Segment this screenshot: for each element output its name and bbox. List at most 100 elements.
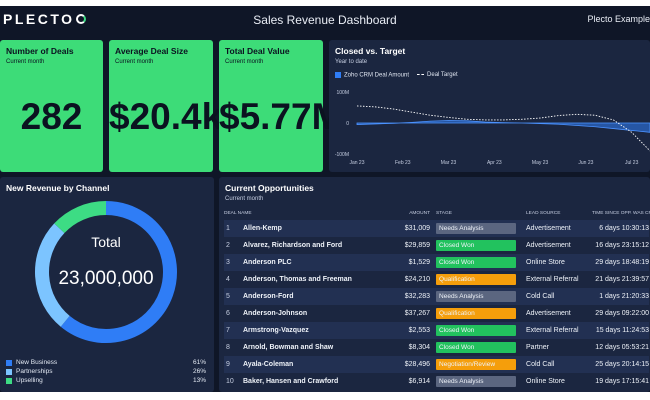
top-bar: PLECTO Sales Revenue Dashboard Plecto Ex… xyxy=(0,6,650,34)
deal-amount: $28,496 xyxy=(363,356,437,373)
kpi-subtitle: Current month xyxy=(6,59,45,65)
kpi-title: Total Deal Value xyxy=(225,46,290,56)
lead-source: Advertisement xyxy=(526,242,571,249)
lead-source: Advertisement xyxy=(526,310,571,317)
row-number: 2 xyxy=(226,242,230,249)
stage-badge: Qualification xyxy=(436,274,517,285)
legend-swatch xyxy=(335,72,341,78)
account-name[interactable]: Plecto Example xyxy=(587,14,650,24)
x-tick-label: Apr 23 xyxy=(487,160,502,166)
deal-amount: $29,859 xyxy=(404,242,431,249)
time-since-created: 19 days 17:15:41 xyxy=(595,378,650,385)
deal-name: Ayala-Coleman xyxy=(243,356,364,373)
time-since-created: 6 days 10:30:13 xyxy=(592,220,650,237)
opportunities-table-body: 1 Allen-Kemp $31,009 Needs Analysis Advertis… xyxy=(224,220,650,390)
stage-badge: Needs Analysis xyxy=(436,291,517,302)
deal-amount: $8,304 xyxy=(408,344,431,351)
row-number: 6 xyxy=(226,310,230,317)
closed-vs-target-panel[interactable]: Closed vs. Target Year to date Zoho CRM … xyxy=(329,40,650,172)
row-number: 5 xyxy=(224,288,243,305)
kpi-average-deal-size[interactable]: Average Deal Size Current month $20.4k xyxy=(109,40,222,172)
row-number: 8 xyxy=(226,344,230,351)
y-tick-label: -100M xyxy=(335,152,349,158)
lead-source: External Referral xyxy=(526,322,593,339)
stage-cell: Qualification xyxy=(436,305,526,322)
legend-swatch xyxy=(6,359,12,366)
stage-cell: Closed Won xyxy=(436,339,526,356)
row-number: 4 xyxy=(226,276,230,283)
legend-item-deal-target[interactable]: Deal Target xyxy=(417,72,458,78)
column-header-lead-source[interactable]: LEAD SOURCE xyxy=(526,211,561,216)
lead-source: External Referral xyxy=(526,276,579,283)
deal-name: Anderson-Ford xyxy=(243,288,364,305)
dashboard-screen: PLECTO Sales Revenue Dashboard Plecto Ex… xyxy=(0,6,650,392)
donut-center-label: Total xyxy=(91,234,121,250)
deal-name: Alvarez, Richardson and Ford xyxy=(243,242,343,249)
stage-badge: Closed Won xyxy=(436,325,517,336)
table-row[interactable]: 1 Allen-Kemp $31,009 Needs Analysis Advertis… xyxy=(224,220,650,237)
stage-cell: Closed Won xyxy=(436,237,526,254)
opportunities-table: DEAL NAME AMOUNT STAGE LEAD SOURCE TIME … xyxy=(224,207,650,390)
stage-cell: Closed Won xyxy=(436,322,527,339)
stage-cell: Needs Analysis xyxy=(436,220,527,237)
table-row[interactable]: 10 Baker, Hansen and Crawford $6,914 Needs … xyxy=(224,373,649,390)
donut-legend: New Business 61% Partnerships 26% Upsell… xyxy=(6,358,206,385)
lead-source: Online Store xyxy=(526,378,565,385)
legend-item-upselling[interactable]: Upselling 13% xyxy=(6,376,206,385)
row-number: 1 xyxy=(224,220,243,237)
stage-cell: Needs Analysis xyxy=(436,373,526,390)
lead-source: Cold Call xyxy=(526,356,593,373)
plecto-logo[interactable]: PLECTO xyxy=(3,11,86,27)
x-tick-label: Mar 23 xyxy=(441,160,457,166)
stage-badge: Qualification xyxy=(436,308,517,319)
legend-item-new-business[interactable]: New Business 61% xyxy=(6,358,206,367)
panel-title: New Revenue by Channel xyxy=(6,183,110,193)
table-row[interactable]: 3 Anderson PLC $1,529 Closed Won Online Stor… xyxy=(224,254,650,271)
time-since-created: 16 days 23:15:12 xyxy=(595,242,650,249)
donut-slice-upselling xyxy=(54,201,107,234)
kpi-number-of-deals[interactable]: Number of Deals Current month 282 xyxy=(0,40,103,172)
current-opportunities-panel[interactable]: Current Opportunities Current month DEAL… xyxy=(219,177,650,392)
legend-item-deal-amount[interactable]: Zoho CRM Deal Amount xyxy=(335,72,409,79)
kpi-total-deal-value[interactable]: Total Deal Value Current month $5.77M xyxy=(219,40,342,172)
new-revenue-panel[interactable]: New Revenue by Channel Total 23,000,000 … xyxy=(0,177,214,392)
time-since-created: 15 days 11:24:53 xyxy=(592,322,650,339)
legend-label: Deal Target xyxy=(427,72,458,79)
column-header-amount[interactable]: AMOUNT xyxy=(409,211,431,216)
panel-title: Current Opportunities xyxy=(225,183,314,193)
row-number: 9 xyxy=(224,356,243,373)
row-number: 10 xyxy=(226,378,234,385)
donut-slice-new-business xyxy=(60,201,177,343)
table-header-row: DEAL NAME AMOUNT STAGE LEAD SOURCE TIME … xyxy=(224,207,650,220)
kpi-value: 282 xyxy=(20,96,83,137)
table-row[interactable]: 9 Ayala-Coleman $28,496 Negotiation/Review C… xyxy=(224,356,650,373)
deal-name: Anderson-Johnson xyxy=(243,310,308,317)
deal-amount: $31,009 xyxy=(363,220,437,237)
column-header-time-since[interactable]: TIME SINCE OPP. WAS CREATED xyxy=(592,211,650,216)
stage-badge: Closed Won xyxy=(436,240,517,251)
deal-amount: $1,529 xyxy=(363,254,437,271)
stage-badge: Needs Analysis xyxy=(436,376,517,387)
table-row[interactable]: 7 Armstrong-Vazquez $2,553 Closed Won Extern… xyxy=(224,322,650,339)
deal-name: Anderson PLC xyxy=(243,254,364,271)
deal-name: Baker, Hansen and Crawford xyxy=(243,378,339,385)
logo-text: PLECTO xyxy=(3,11,75,27)
table-row[interactable]: 8 Arnold, Bowman and Shaw $8,304 Closed Won… xyxy=(224,339,649,356)
panel-title: Closed vs. Target xyxy=(335,46,406,56)
table-row[interactable]: 6 Anderson-Johnson $37,267 Qualification Adv… xyxy=(224,305,649,322)
legend-percent: 61% xyxy=(192,359,206,366)
legend-item-partnerships[interactable]: Partnerships 26% xyxy=(6,367,206,376)
column-header-deal-name[interactable]: DEAL NAME xyxy=(224,211,252,216)
chart-legend: Zoho CRM Deal Amount Deal Target xyxy=(335,72,458,79)
legend-percent: 13% xyxy=(192,377,206,384)
table-row[interactable]: 2 Alvarez, Richardson and Ford $29,859 Clos… xyxy=(224,237,649,254)
time-since-created: 21 days 21:39:57 xyxy=(595,276,650,283)
table-row[interactable]: 5 Anderson-Ford $32,283 Needs Analysis Cold … xyxy=(224,288,650,305)
stage-badge: Needs Analysis xyxy=(436,223,517,234)
table-row[interactable]: 4 Anderson, Thomas and Freeman $24,210 Qual… xyxy=(224,271,649,288)
lead-source: Cold Call xyxy=(526,288,593,305)
column-header-stage[interactable]: STAGE xyxy=(436,211,452,216)
legend-label: Partnerships xyxy=(16,368,53,375)
deal-amount: $24,210 xyxy=(404,276,431,283)
x-tick-label: Jan 23 xyxy=(349,160,364,166)
